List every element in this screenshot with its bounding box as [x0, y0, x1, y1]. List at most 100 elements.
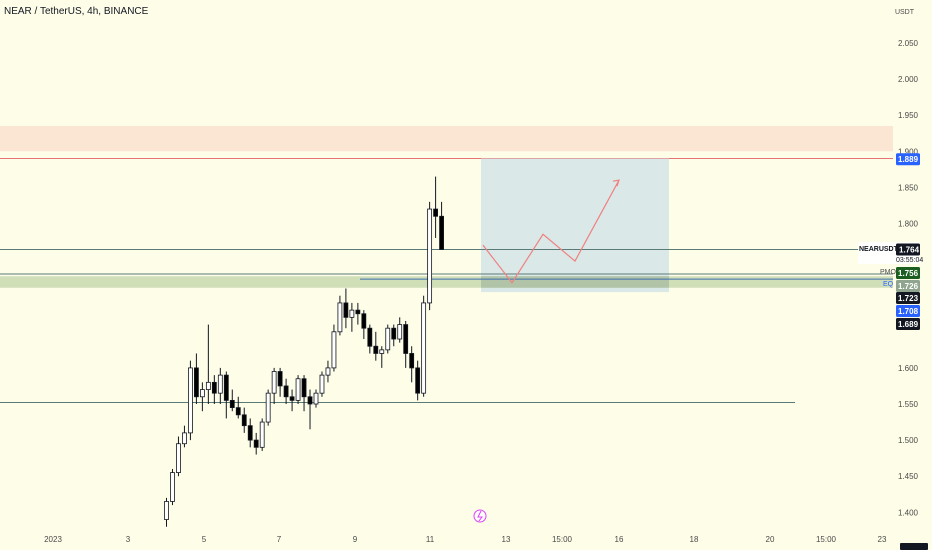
- time-tick: 5: [202, 535, 207, 544]
- candle: [217, 374, 223, 394]
- countdown-label: 03:55:04: [896, 257, 923, 264]
- time-tick: 15:00: [816, 535, 837, 544]
- resistance-badge-bg: [896, 153, 920, 166]
- price-tick: 1.550: [898, 400, 919, 409]
- zone-low-badge: 1.689: [898, 320, 919, 329]
- price-tick: 1.500: [898, 436, 919, 445]
- price-tick: 2.000: [898, 75, 919, 84]
- candle: [433, 208, 439, 217]
- last-price-badge: 1.764: [899, 245, 920, 254]
- time-tick: 7: [277, 535, 282, 544]
- candle: [289, 396, 295, 401]
- candle: [373, 345, 379, 354]
- candle: [307, 396, 313, 405]
- candle: [343, 302, 349, 318]
- pivot-label: PMO: [880, 269, 897, 276]
- candle: [164, 501, 169, 520]
- lightning-icon[interactable]: [473, 509, 487, 523]
- candle: [229, 399, 235, 409]
- candle: [337, 302, 343, 333]
- candle: [403, 324, 409, 354]
- zone-mid-badge-bg: [896, 305, 920, 317]
- candle: [427, 208, 433, 304]
- price-tick: 1.900: [898, 147, 919, 156]
- candle: [223, 374, 229, 401]
- price-tick: 1.850: [898, 183, 919, 192]
- candle: [415, 367, 421, 394]
- candle: [391, 327, 397, 340]
- eq-badge-bg: [896, 280, 920, 292]
- price-tick: 1.450: [898, 472, 919, 481]
- zone-top-badge-bg: [896, 292, 920, 304]
- price-tick: 1.800: [898, 220, 919, 229]
- candle: [319, 374, 325, 394]
- time-tick: 9: [353, 535, 358, 544]
- chart-title: NEAR / TetherUS, 4h, BINANCE: [4, 6, 149, 17]
- candle: [283, 385, 289, 398]
- candle: [176, 443, 181, 473]
- time-tick: 11: [426, 535, 435, 544]
- time-tick: 23: [878, 535, 887, 544]
- resistance-badge: 1.889: [898, 155, 919, 164]
- candle: [193, 367, 199, 398]
- candle: [397, 324, 403, 340]
- pivot-badge: 1.756: [898, 269, 919, 278]
- candle: [355, 309, 361, 315]
- candle: [349, 309, 355, 318]
- support-zone-overlap: [481, 276, 669, 288]
- candle: [313, 392, 319, 405]
- price-tick: 1.600: [898, 364, 919, 373]
- candle: [325, 367, 331, 376]
- candle: [241, 414, 247, 427]
- zone-top-badge: 1.723: [898, 294, 919, 303]
- candle: [409, 353, 415, 369]
- eq-badge: 1.726: [898, 282, 919, 291]
- eq-label: EQ: [883, 281, 894, 288]
- lightning-bolt-icon: [477, 510, 483, 522]
- price-tick: 1.400: [898, 508, 919, 517]
- time-tick: 18: [690, 535, 699, 544]
- candle: [188, 367, 193, 434]
- symbol-label: NEARUSDT: [859, 246, 899, 253]
- candle: [235, 407, 241, 416]
- candle: [385, 327, 391, 351]
- candle: [421, 302, 427, 394]
- support-zone: [0, 276, 893, 288]
- candle: [253, 439, 259, 448]
- candle: [265, 392, 271, 423]
- price-tick: 2.050: [898, 39, 919, 48]
- price-tick: 1.950: [898, 111, 919, 120]
- candle: [277, 371, 283, 387]
- candle: [379, 349, 385, 354]
- candle: [170, 472, 175, 502]
- projection-path: [482, 179, 620, 284]
- time-tick: 13: [502, 535, 511, 544]
- zone-low-badge-bg: [896, 318, 920, 330]
- candle: [295, 378, 301, 401]
- candle: [331, 331, 337, 369]
- candle: [259, 421, 265, 448]
- candle: [301, 378, 307, 398]
- time-tick: 20: [766, 535, 775, 544]
- projection-arrowhead: [612, 179, 620, 187]
- currency-label: USDT: [895, 9, 915, 16]
- tradingview-logo-icon: [900, 543, 928, 550]
- time-tick: 16: [615, 535, 624, 544]
- candle: [199, 389, 205, 398]
- candle: [367, 327, 373, 347]
- candle: [361, 313, 367, 329]
- candle: [211, 381, 217, 394]
- candle: [271, 371, 277, 394]
- candle: [439, 215, 444, 250]
- target-box: [481, 158, 669, 293]
- last-price-badge-bg: [896, 243, 920, 256]
- time-tick: 3: [126, 535, 131, 544]
- time-tick: 2023: [44, 535, 62, 544]
- zone-mid-badge: 1.708: [898, 307, 919, 316]
- resistance-zone: [0, 126, 893, 152]
- time-tick: 15:00: [552, 535, 573, 544]
- candle: [247, 425, 253, 441]
- candle: [182, 432, 187, 445]
